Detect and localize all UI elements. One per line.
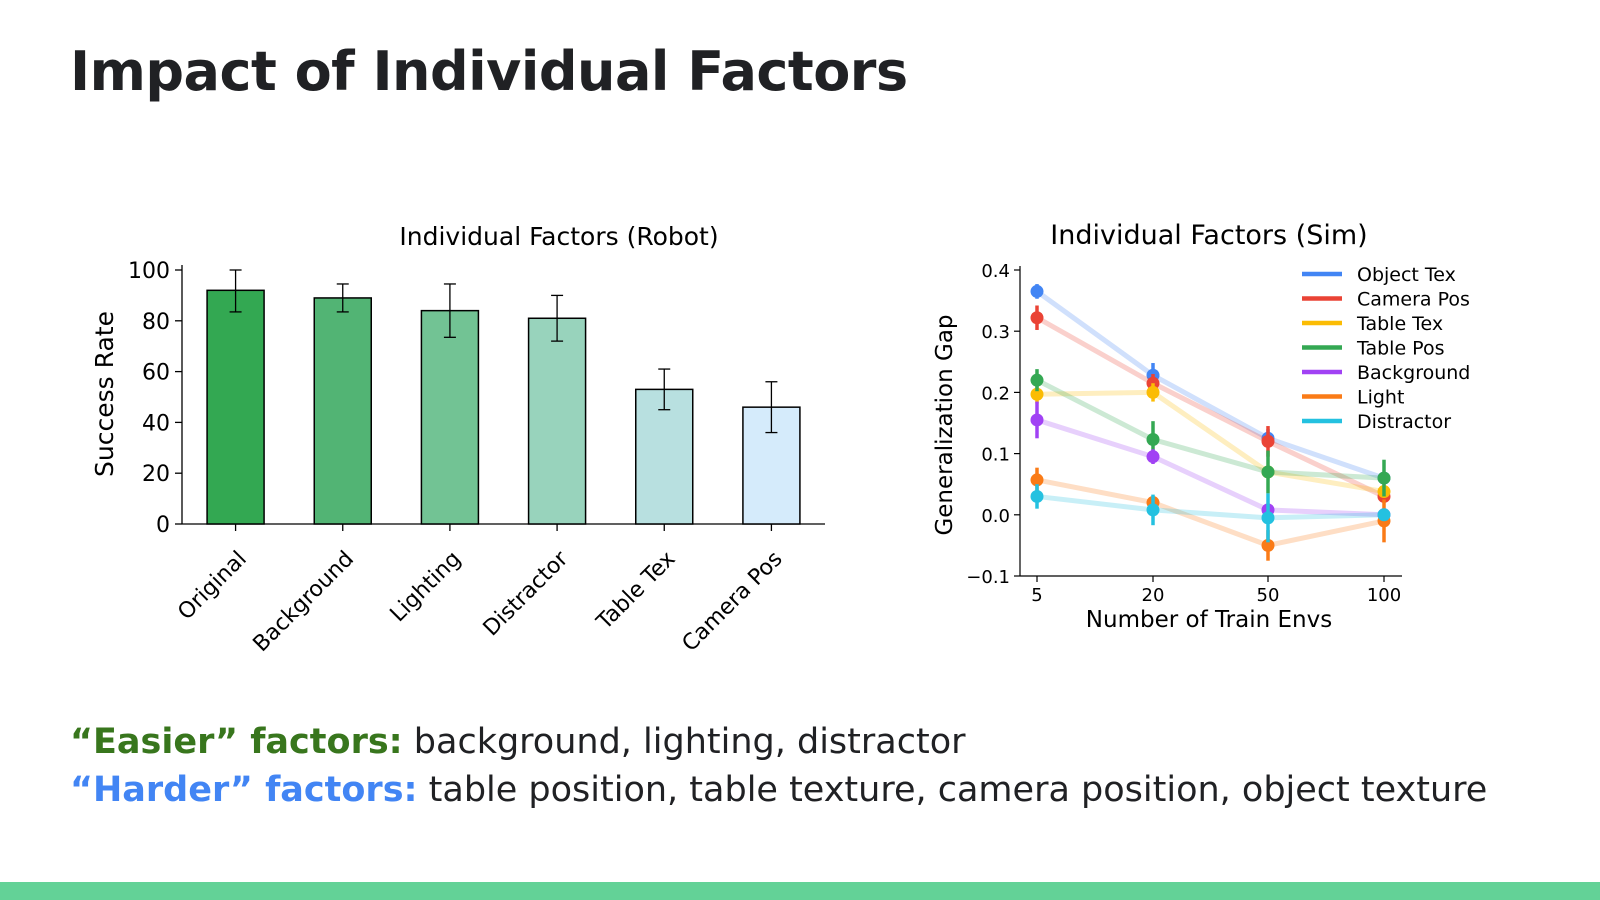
robot-bar-chart: Individual Factors (Robot) Success Rate … [90,222,825,657]
bar-category-label: Table Tex [592,547,681,636]
line-y-tick-label: 0.1 [981,445,1010,466]
series-point-background [1030,413,1044,427]
series-point-distractor [1030,489,1044,503]
caption-easier: “Easier” factors: background, lighting, … [70,722,966,762]
legend-label-light: Light [1357,387,1404,409]
bar-y-tick-label: 20 [142,462,170,487]
series-point-table-pos [1261,465,1275,479]
series-point-light [1261,538,1275,552]
line-y-tick-label: 0.2 [981,383,1010,404]
legend-label-background: Background [1357,362,1470,384]
series-point-background [1146,450,1160,464]
bar-chart-title: Individual Factors (Robot) [399,222,718,251]
series-line-camera-pos [1034,315,1387,499]
easier-text: background, lighting, distractor [402,722,966,762]
bar-original [206,289,265,525]
series-point-table-tex [1030,387,1044,401]
line-chart-xlabel: Number of Train Envs [1086,607,1332,633]
bar-category-label: Original [173,547,252,626]
series-line-table-tex [1034,389,1387,495]
series-line-object-tex [1034,288,1387,481]
line-chart-series [1030,284,1391,561]
bar-category-label: Lighting [386,547,467,628]
bar-y-tick-label: 0 [156,513,170,538]
series-line-table-pos [1034,377,1387,481]
bar-chart-bars [206,269,801,525]
series-line-light [1034,477,1387,548]
legend-label-table-tex: Table Tex [1356,313,1443,335]
bar-category-label: Camera Pos [678,547,788,657]
legend-label-table-pos: Table Pos [1356,338,1444,360]
line-y-tick-label: 0.4 [981,261,1010,282]
bar-table-tex [635,388,694,525]
bar-y-tick-label: 40 [142,411,170,436]
line-y-tick-label: 0.3 [981,322,1010,343]
slide-title: Impact of Individual Factors [70,40,908,103]
bar-y-tick-label: 80 [142,310,170,335]
sim-line-chart: Individual Factors (Sim) Generalization … [932,220,1470,633]
line-x-tick-label: 100 [1367,585,1401,606]
line-chart-ylabel: Generalization Gap [932,314,958,535]
easier-label: “Easier” factors: [70,722,403,762]
line-chart-axes: −0.1 0.0 0.1 0.2 0.3 0.4 5 20 50 100 [966,261,1402,606]
series-point-light [1030,473,1044,487]
legend-label-object-tex: Object Tex [1357,264,1456,286]
bar-y-tick-label: 100 [128,259,170,284]
line-y-tick-label: 0.0 [981,506,1010,527]
legend-label-camera-pos: Camera Pos [1357,289,1470,311]
series-point-table-pos [1377,471,1391,485]
caption-harder: “Harder” factors: table position, table … [70,770,1487,810]
line-x-tick-label: 5 [1031,585,1042,606]
series-point-distractor [1261,511,1275,525]
harder-text: table position, table texture, camera po… [417,770,1488,810]
series-point-camera-pos [1261,434,1275,448]
bar-chart-ylabel: Success Rate [90,311,119,477]
bar-category-label: Distractor [479,546,574,641]
series-point-camera-pos [1030,311,1044,325]
line-x-tick-label: 50 [1257,585,1280,606]
line-x-tick-label: 20 [1142,585,1165,606]
footer-bar [0,882,1600,900]
legend-label-distractor: Distractor [1357,411,1451,433]
series-point-table-tex [1146,385,1160,399]
series-point-object-tex [1030,284,1044,298]
bar-category-label: Background [249,547,359,657]
series-line-background [1034,417,1387,518]
line-y-tick-label: −0.1 [966,567,1010,588]
bar-lighting [420,309,480,525]
bar-y-tick-label: 60 [142,361,170,386]
harder-label: “Harder” factors: [70,770,418,810]
series-point-table-pos [1146,433,1160,447]
series-line-distractor [1034,493,1387,521]
series-point-distractor [1146,503,1160,517]
bar-background [313,297,372,525]
series-point-table-pos [1030,373,1044,387]
series-point-distractor [1377,508,1391,522]
line-chart-title: Individual Factors (Sim) [1050,220,1367,251]
bar-distractor [527,317,587,525]
